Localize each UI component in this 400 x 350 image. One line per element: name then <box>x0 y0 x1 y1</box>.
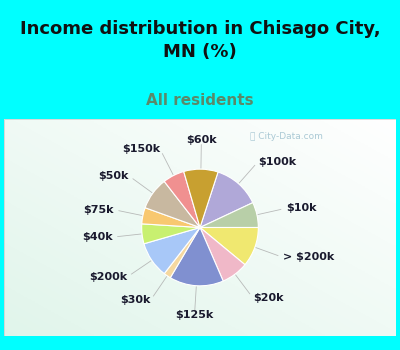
Text: $20k: $20k <box>253 293 283 303</box>
Text: Income distribution in Chisago City,
MN (%): Income distribution in Chisago City, MN … <box>20 20 380 61</box>
Text: ⓘ City-Data.com: ⓘ City-Data.com <box>250 132 323 141</box>
Text: $75k: $75k <box>84 205 114 215</box>
Wedge shape <box>145 181 200 228</box>
Text: $40k: $40k <box>82 232 113 242</box>
Wedge shape <box>164 228 200 278</box>
Wedge shape <box>200 172 253 228</box>
Wedge shape <box>144 228 200 274</box>
Wedge shape <box>200 203 258 228</box>
Text: $200k: $200k <box>89 272 127 282</box>
Wedge shape <box>200 228 258 265</box>
Wedge shape <box>170 228 223 286</box>
Wedge shape <box>184 169 218 228</box>
Wedge shape <box>142 208 200 228</box>
Text: $125k: $125k <box>175 310 214 320</box>
Text: $10k: $10k <box>286 203 316 214</box>
Text: $100k: $100k <box>258 157 296 167</box>
Wedge shape <box>164 172 200 228</box>
Text: All residents: All residents <box>146 93 254 108</box>
Text: $150k: $150k <box>122 144 160 154</box>
Text: $50k: $50k <box>98 171 129 181</box>
Text: $60k: $60k <box>186 135 217 145</box>
Wedge shape <box>200 228 245 281</box>
Wedge shape <box>142 224 200 244</box>
Text: $30k: $30k <box>120 295 151 305</box>
Text: > $200k: > $200k <box>283 252 334 262</box>
